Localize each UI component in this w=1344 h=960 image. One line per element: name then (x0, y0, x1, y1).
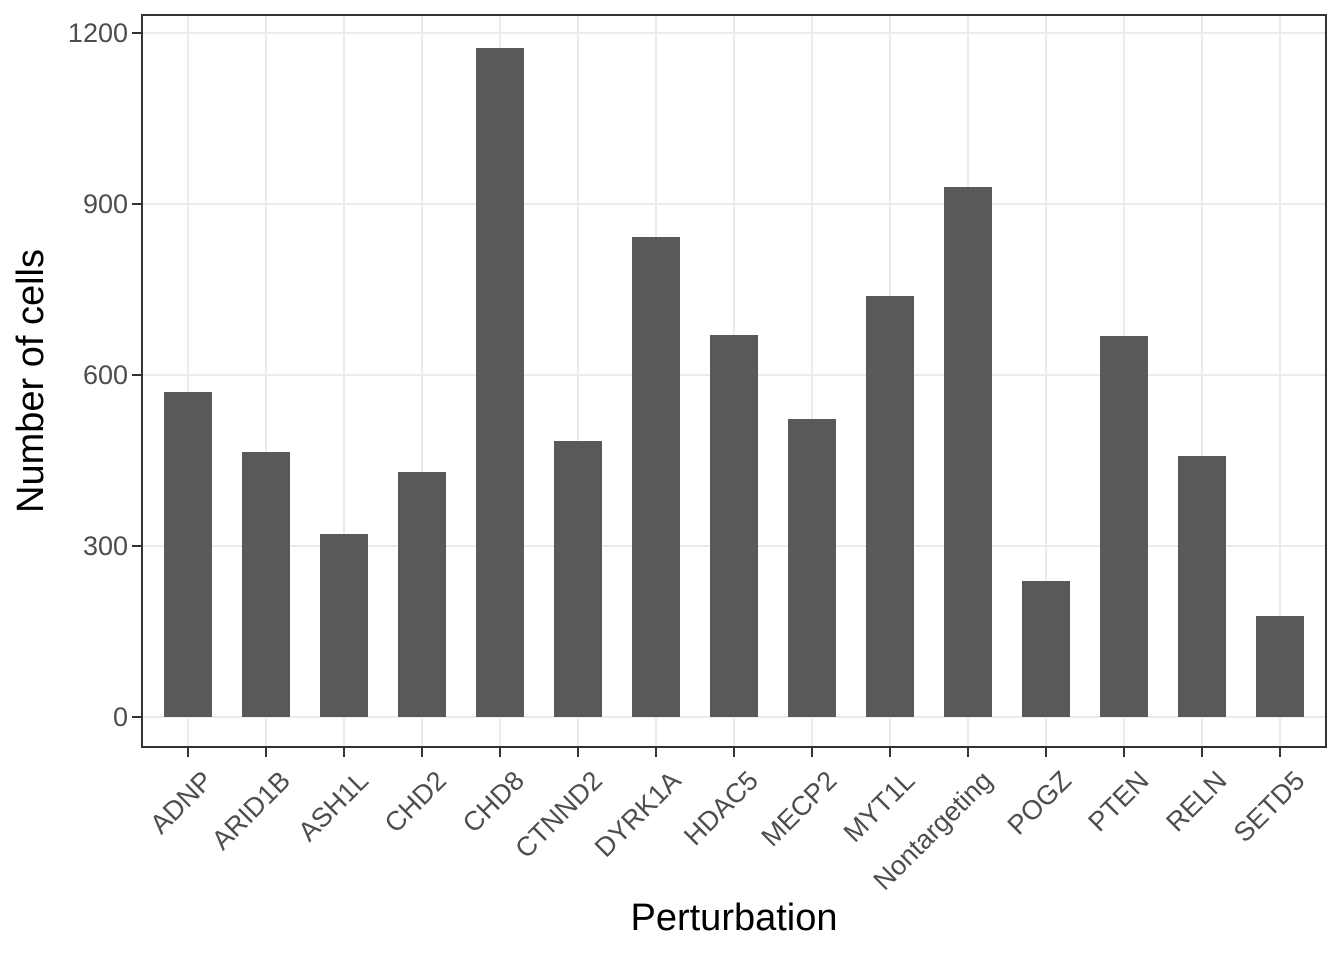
x-tick-Nontargeting (967, 748, 970, 757)
y-tick-label-600: 600 (82, 360, 128, 391)
gridline-x-ASH1L (342, 14, 345, 748)
bar-MYT1L (866, 296, 915, 717)
y-tick-0 (132, 715, 141, 718)
x-tick-CTNND2 (576, 748, 579, 757)
bar-MECP2 (788, 418, 837, 717)
bar-ARID1B (241, 451, 290, 717)
x-tick-MECP2 (811, 748, 814, 757)
x-tick-CHD8 (498, 748, 501, 757)
gridline-x-MECP2 (811, 14, 814, 748)
x-tick-label-RELN: RELN (1160, 765, 1233, 838)
x-tick-MYT1L (889, 748, 892, 757)
y-tick-label-300: 300 (82, 530, 128, 561)
y-tick-label-900: 900 (82, 189, 128, 220)
bar-ADNP (163, 392, 212, 717)
y-tick-1200 (132, 32, 141, 35)
y-tick-label-1200: 1200 (67, 18, 128, 49)
x-tick-label-MECP2: MECP2 (755, 765, 843, 853)
x-axis-title: Perturbation (630, 897, 838, 939)
x-tick-label-POGZ: POGZ (1001, 765, 1077, 841)
gridline-x-CTNND2 (576, 14, 579, 748)
x-tick-label-ASH1L: ASH1L (292, 765, 375, 848)
y-tick-300 (132, 544, 141, 547)
x-tick-label-SETD5: SETD5 (1227, 765, 1311, 849)
x-tick-ARID1B (264, 748, 267, 757)
y-tick-600 (132, 374, 141, 377)
bar-CHD8 (475, 47, 524, 717)
gridline-x-ADNP (186, 14, 189, 748)
bar-Nontargeting (944, 187, 993, 717)
gridline-x-ARID1B (264, 14, 267, 748)
y-axis-title: Number of cells (10, 249, 52, 513)
x-tick-label-ARID1B: ARID1B (206, 765, 297, 856)
y-tick-label-0: 0 (112, 701, 128, 732)
gridline-x-CHD2 (420, 14, 423, 748)
plot-panel (141, 14, 1327, 748)
bar-ASH1L (319, 534, 368, 717)
x-tick-HDAC5 (733, 748, 735, 757)
x-tick-label-HDAC5: HDAC5 (678, 765, 765, 852)
bar-CHD2 (397, 471, 446, 717)
x-tick-label-CHD2: CHD2 (379, 765, 453, 839)
bar-POGZ (1022, 581, 1071, 717)
gridline-x-SETD5 (1279, 14, 1282, 748)
x-tick-ASH1L (342, 748, 345, 757)
y-tick-900 (132, 203, 141, 206)
bar-CTNND2 (553, 440, 602, 717)
bar-HDAC5 (710, 335, 758, 717)
x-tick-DYRK1A (654, 748, 657, 757)
x-tick-label-DYRK1A: DYRK1A (588, 765, 687, 863)
x-tick-RELN (1201, 748, 1204, 757)
x-tick-POGZ (1045, 748, 1048, 757)
gridline-x-RELN (1201, 14, 1204, 748)
x-tick-label-CTNND2: CTNND2 (509, 765, 609, 864)
x-tick-ADNP (186, 748, 189, 757)
x-tick-CHD2 (420, 748, 423, 757)
x-tick-label-ADNP: ADNP (144, 765, 219, 840)
x-tick-label-CHD8: CHD8 (457, 765, 531, 839)
bar-DYRK1A (631, 236, 680, 717)
x-tick-SETD5 (1279, 748, 1282, 757)
bar-SETD5 (1256, 615, 1305, 717)
bar-PTEN (1100, 336, 1149, 717)
x-tick-label-PTEN: PTEN (1082, 765, 1155, 838)
bar-RELN (1178, 455, 1227, 717)
gridline-x-POGZ (1045, 14, 1048, 748)
x-tick-PTEN (1123, 748, 1126, 757)
